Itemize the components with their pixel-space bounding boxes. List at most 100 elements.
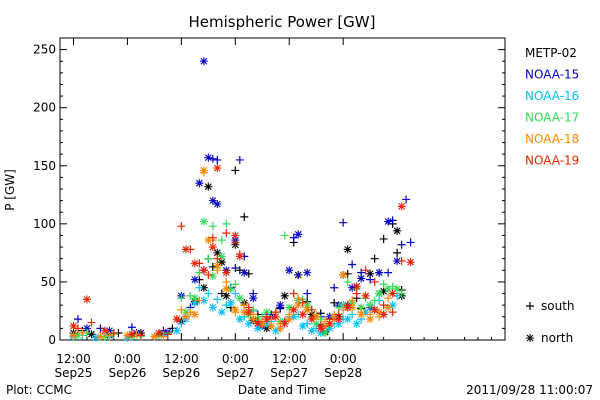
point-north bbox=[348, 303, 357, 312]
y-tick-label: 50 bbox=[41, 275, 56, 289]
point-north bbox=[235, 294, 244, 303]
point-north bbox=[100, 326, 109, 335]
point-north bbox=[526, 334, 534, 342]
point-north bbox=[339, 270, 348, 279]
legend-entry: NOAA-18 bbox=[525, 132, 579, 146]
point-south bbox=[352, 289, 361, 298]
point-north bbox=[154, 329, 163, 338]
point-north bbox=[127, 330, 136, 339]
point-north bbox=[181, 312, 190, 321]
point-north bbox=[312, 312, 321, 321]
point-north bbox=[240, 268, 249, 277]
point-south bbox=[213, 295, 222, 304]
point-north bbox=[172, 326, 181, 335]
point-north bbox=[69, 322, 78, 331]
point-north bbox=[375, 268, 384, 277]
y-tick-label: 100 bbox=[33, 217, 56, 231]
chart-title: Hemispheric Power [GW] bbox=[189, 13, 376, 31]
point-north bbox=[276, 301, 285, 310]
point-north bbox=[321, 322, 330, 331]
point-north bbox=[361, 291, 370, 300]
series-noaa-19 bbox=[69, 164, 415, 340]
point-south bbox=[222, 277, 231, 286]
point-north bbox=[325, 319, 334, 328]
point-south bbox=[298, 298, 307, 307]
point-north bbox=[343, 303, 352, 312]
point-south bbox=[397, 257, 406, 266]
point-south bbox=[294, 294, 303, 303]
legend-entry: NOAA-19 bbox=[525, 154, 579, 168]
point-north bbox=[303, 305, 312, 314]
point-south bbox=[366, 275, 375, 284]
point-north bbox=[235, 315, 244, 324]
point-north bbox=[289, 305, 298, 314]
point-south bbox=[109, 329, 118, 338]
point-north bbox=[199, 283, 208, 292]
point-north bbox=[316, 329, 325, 338]
point-north bbox=[190, 298, 199, 307]
point-south bbox=[402, 195, 411, 204]
point-south bbox=[240, 301, 249, 310]
point-north bbox=[199, 266, 208, 275]
marker-legend: south north bbox=[526, 299, 575, 345]
point-north bbox=[343, 315, 352, 324]
point-north bbox=[199, 296, 208, 305]
point-north bbox=[285, 315, 294, 324]
point-north bbox=[262, 315, 271, 324]
point-north bbox=[217, 252, 226, 261]
point-north bbox=[298, 322, 307, 331]
y-tick-label: 0 bbox=[48, 333, 56, 347]
point-south bbox=[177, 222, 186, 231]
point-north bbox=[366, 269, 375, 278]
series-noaa-15 bbox=[73, 57, 415, 338]
point-south bbox=[105, 331, 114, 340]
point-south bbox=[379, 234, 388, 243]
point-south bbox=[208, 222, 217, 231]
x-tick-day: Sep27 bbox=[270, 366, 308, 380]
point-north bbox=[208, 272, 217, 281]
x-axis: 12:00Sep250:00Sep2612:00Sep260:00Sep2712… bbox=[55, 38, 493, 380]
point-north bbox=[267, 322, 276, 331]
point-north bbox=[271, 326, 280, 335]
x-tick-day: Sep26 bbox=[162, 366, 200, 380]
point-south bbox=[348, 310, 357, 319]
point-north bbox=[298, 310, 307, 319]
point-north bbox=[262, 319, 271, 328]
point-south bbox=[307, 305, 316, 314]
point-north bbox=[240, 308, 249, 317]
point-north bbox=[150, 332, 159, 341]
point-north bbox=[334, 315, 343, 324]
point-north bbox=[82, 324, 91, 333]
point-north bbox=[285, 266, 294, 275]
point-north bbox=[190, 275, 199, 284]
point-north bbox=[379, 287, 388, 296]
point-north bbox=[105, 326, 114, 335]
point-north bbox=[231, 231, 240, 240]
point-south bbox=[163, 330, 172, 339]
point-north bbox=[213, 248, 222, 257]
point-south bbox=[303, 289, 312, 298]
point-north bbox=[375, 308, 384, 317]
point-north bbox=[190, 259, 199, 268]
point-north bbox=[379, 310, 388, 319]
point-north bbox=[271, 312, 280, 321]
point-north bbox=[393, 257, 402, 266]
point-south bbox=[204, 254, 213, 263]
x-tick-time: 0:00 bbox=[114, 352, 141, 366]
point-north bbox=[406, 258, 415, 267]
point-north bbox=[213, 200, 222, 209]
point-north bbox=[334, 319, 343, 328]
point-north bbox=[222, 268, 231, 277]
point-north bbox=[289, 312, 298, 321]
point-south bbox=[231, 238, 240, 247]
point-north bbox=[87, 330, 96, 339]
point-north bbox=[312, 319, 321, 328]
point-north bbox=[208, 243, 217, 252]
point-north bbox=[393, 284, 402, 293]
point-north bbox=[100, 332, 109, 341]
point-north bbox=[280, 319, 289, 328]
point-south bbox=[397, 289, 406, 298]
point-south bbox=[384, 294, 393, 303]
point-north bbox=[343, 245, 352, 254]
point-north bbox=[388, 301, 397, 310]
